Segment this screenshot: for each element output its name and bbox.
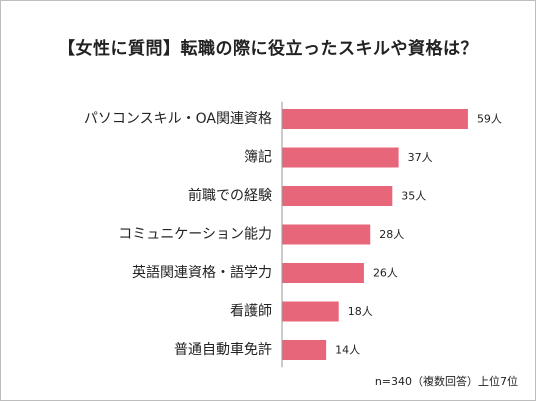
- sample-size-note: n=340（複数回答）上位7位: [374, 375, 518, 388]
- value-label: 18人: [348, 305, 373, 318]
- category-label: 英語関連資格・語学力: [132, 264, 272, 281]
- value-label: 26人: [373, 267, 398, 280]
- value-label: 59人: [477, 113, 502, 126]
- bar: [282, 340, 327, 360]
- bar: [282, 224, 371, 245]
- value-label: 37人: [408, 151, 433, 164]
- value-label: 14人: [335, 344, 360, 357]
- bar: [282, 109, 468, 129]
- value-label: 35人: [401, 190, 426, 203]
- category-label: 簿記: [244, 149, 272, 166]
- category-label: 前職での経験: [188, 187, 272, 204]
- bar: [282, 186, 393, 206]
- category-label: コミュニケーション能力: [118, 227, 272, 243]
- category-label: パソコンスキル・OA関連資格: [84, 111, 272, 127]
- category-label: 普通自動車免許: [174, 341, 272, 358]
- bars: [282, 109, 468, 360]
- chart-title: 【女性に質問】転職の際に役立ったスキルや資格は？: [58, 39, 478, 59]
- bar: [282, 147, 399, 168]
- value-label: 28人: [379, 228, 404, 241]
- bar: [282, 263, 364, 283]
- value-labels: 59人 37人 35人 28人 26人 18人 14人: [335, 113, 502, 357]
- category-label: 看護師: [230, 304, 272, 320]
- bar: [282, 301, 339, 322]
- category-labels: パソコンスキル・OA関連資格簿記前職での経験コミュニケーション能力英語関連資格・…: [84, 111, 272, 358]
